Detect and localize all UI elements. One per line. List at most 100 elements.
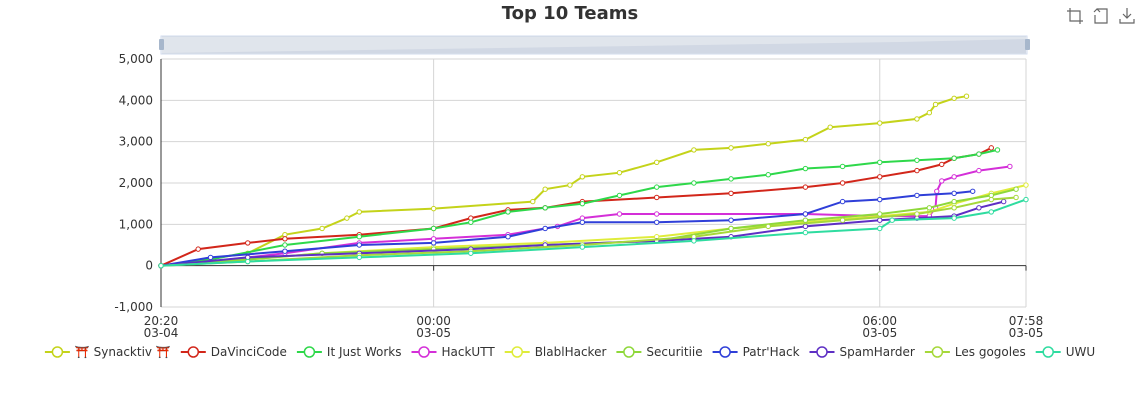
- data-point: [932, 101, 939, 108]
- y-tick-label: -1,000: [114, 300, 153, 314]
- x-tick-label-time: 07:58: [1009, 314, 1044, 328]
- y-tick-label: 3,000: [119, 135, 153, 149]
- legend-item[interactable]: UWU: [1035, 345, 1095, 359]
- download-icon[interactable]: [1119, 8, 1135, 24]
- data-point: [542, 225, 548, 232]
- grid: [160, 58, 1027, 308]
- series-group: [158, 196, 1029, 269]
- axes: -1,00001,0002,0003,0004,0005,00020:2003-…: [114, 52, 1043, 340]
- legend-item[interactable]: Securitiie: [616, 345, 703, 359]
- data-point: [802, 184, 809, 190]
- data-point: [951, 198, 957, 205]
- legend-item[interactable]: It Just Works: [296, 345, 402, 359]
- data-point: [877, 159, 883, 166]
- data-point: [430, 205, 437, 212]
- series-line: [160, 148, 998, 267]
- data-point: [976, 167, 982, 174]
- data-point: [344, 215, 350, 221]
- data-point: [994, 147, 1001, 153]
- data-point: [951, 174, 957, 180]
- data-point: [926, 205, 933, 211]
- legend-item[interactable]: SpamHarder: [809, 345, 915, 359]
- legend-label: UWU: [1066, 345, 1095, 359]
- x-tick-label-time: 20:20: [144, 314, 179, 328]
- series-line: [160, 147, 992, 267]
- data-point: [951, 205, 957, 211]
- data-point: [356, 234, 362, 240]
- data-point: [765, 172, 771, 178]
- data-point: [1023, 196, 1029, 203]
- legend-label: DaVinciCode: [211, 345, 287, 359]
- data-zoom-selection: [162, 36, 1026, 54]
- data-point: [282, 236, 288, 242]
- legend-symbol-marker: [51, 346, 64, 358]
- y-tick-label: 1,000: [119, 217, 153, 231]
- data-point: [468, 219, 474, 225]
- data-point: [951, 155, 957, 161]
- data-point: [802, 165, 809, 172]
- x-tick-label-date: 03-05: [1009, 326, 1044, 340]
- series-lines: [158, 93, 1029, 269]
- data-point: [1013, 194, 1019, 201]
- data-point: [356, 209, 362, 215]
- data-zoom-preview: [162, 39, 1026, 53]
- data-point: [356, 254, 362, 261]
- data-point: [988, 196, 995, 203]
- legend: ⛩️ Synacktiv ⛩️ DaVinciCode It Just Works H…: [44, 345, 1095, 359]
- y-tick-label: 5,000: [119, 52, 153, 66]
- legend-symbol-marker: [1042, 346, 1054, 358]
- data-point: [802, 136, 809, 143]
- legend-item[interactable]: ⛩️ Synacktiv ⛩️: [44, 345, 171, 359]
- legend-label: Securitiie: [646, 345, 702, 359]
- data-point: [654, 219, 660, 225]
- legend-item[interactable]: BlablHacker: [504, 345, 607, 359]
- x-tick-label-date: 03-04: [144, 326, 179, 340]
- zoom-reset-icon[interactable]: [1093, 8, 1108, 24]
- data-point: [914, 167, 920, 174]
- legend-label: HackUTT: [442, 345, 496, 359]
- legend-item[interactable]: Patr'Hack: [712, 345, 800, 359]
- legend-symbol-marker: [187, 346, 200, 358]
- series-line: [160, 196, 1017, 267]
- data-zoom-left-handle[interactable]: [159, 39, 164, 50]
- data-zoom-right-handle[interactable]: [1025, 39, 1030, 50]
- data-point: [802, 229, 809, 236]
- chart-title: Top 10 Teams: [502, 3, 638, 24]
- data-point: [877, 211, 883, 217]
- data-point: [654, 159, 660, 166]
- legend-symbol-marker: [623, 346, 635, 358]
- data-point: [654, 211, 660, 217]
- data-point: [877, 120, 883, 126]
- data-point: [963, 93, 970, 99]
- legend-label: ⛩️ Synacktiv ⛩️: [75, 345, 171, 359]
- data-point: [691, 180, 697, 186]
- series-group: [158, 93, 970, 269]
- data-point: [195, 246, 201, 252]
- data-point: [430, 225, 437, 232]
- data-point: [926, 110, 933, 116]
- x-tick-label-date: 03-05: [862, 326, 897, 340]
- series-line: [160, 190, 973, 267]
- data-zoom-slider[interactable]: [159, 35, 1030, 55]
- data-point: [1007, 163, 1013, 170]
- data-point: [728, 190, 734, 197]
- data-point: [765, 223, 771, 230]
- legend-symbol-marker: [418, 346, 430, 358]
- legend-item[interactable]: Les gogoles: [924, 345, 1026, 359]
- data-point: [542, 205, 548, 211]
- data-point: [934, 188, 940, 194]
- data-point: [728, 145, 734, 151]
- data-point: [728, 217, 734, 223]
- data-point: [579, 219, 586, 225]
- data-point: [988, 209, 995, 215]
- data-point: [839, 198, 846, 205]
- x-tick-label-time: 06:00: [862, 314, 897, 328]
- data-point: [877, 217, 883, 223]
- data-point: [951, 190, 957, 197]
- legend-item[interactable]: HackUTT: [411, 345, 496, 359]
- legend-symbol-marker: [816, 346, 828, 358]
- legend-item[interactable]: DaVinciCode: [180, 345, 287, 359]
- data-point: [579, 174, 586, 180]
- zoom-icon[interactable]: [1067, 8, 1083, 24]
